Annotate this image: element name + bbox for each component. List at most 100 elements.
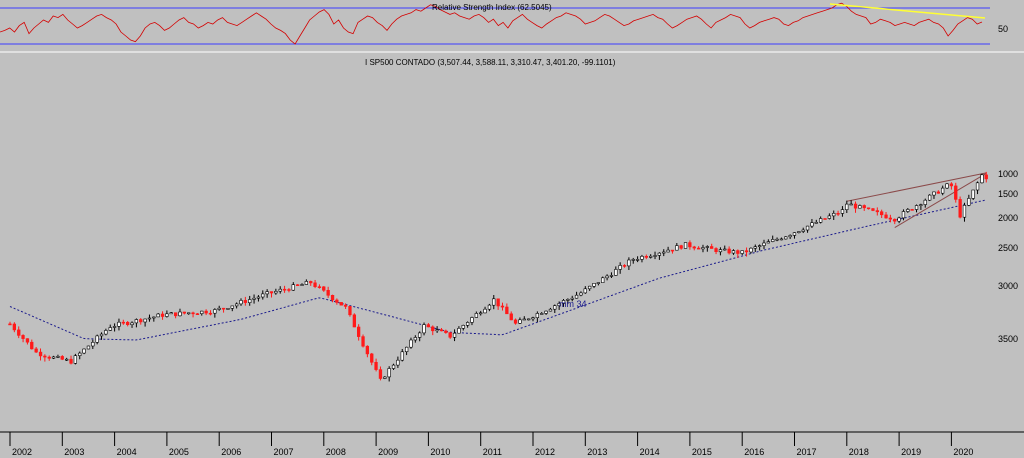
candle (731, 250, 736, 254)
candle (387, 368, 391, 378)
candle (840, 209, 845, 214)
candle (391, 364, 396, 369)
candle (897, 217, 901, 222)
candle (688, 242, 692, 248)
candle (879, 211, 884, 216)
candle (771, 239, 775, 242)
rsi-tick-label: 50 (998, 24, 1009, 34)
candle (330, 294, 335, 301)
candle (744, 250, 749, 253)
candle (526, 318, 531, 321)
candle (169, 312, 173, 315)
candle (174, 312, 178, 317)
y-tick-label: 2000 (998, 213, 1019, 224)
candle (714, 248, 718, 253)
candle (230, 305, 234, 309)
candle (631, 259, 635, 261)
candle (775, 238, 779, 241)
candle (34, 348, 38, 353)
x-tick-label: 2009 (378, 447, 399, 457)
candle (975, 182, 980, 191)
candle (561, 300, 566, 304)
candle (478, 312, 483, 315)
candle (348, 306, 352, 316)
candle (465, 322, 470, 326)
candle (675, 245, 679, 251)
candle (208, 312, 213, 315)
candle (248, 299, 252, 304)
candle (701, 247, 705, 250)
candle (601, 277, 605, 283)
candle (932, 191, 936, 196)
candle (374, 361, 378, 370)
candle (239, 300, 243, 305)
candle (814, 222, 818, 224)
candle (914, 205, 919, 210)
ma34-line (9, 199, 986, 341)
candle (980, 174, 984, 184)
candle (200, 310, 204, 315)
candle (753, 246, 757, 249)
candle (117, 321, 121, 327)
candle (627, 259, 631, 267)
candle (139, 319, 143, 323)
candle (609, 275, 614, 277)
candle (805, 225, 810, 231)
candle (949, 183, 954, 187)
candle (940, 187, 945, 194)
candle (910, 209, 914, 211)
candle (322, 286, 326, 291)
candle (644, 255, 649, 258)
candle (400, 351, 404, 361)
x-tick-label: 2004 (116, 447, 137, 457)
candle (945, 183, 949, 189)
candle (191, 312, 195, 315)
candle (291, 284, 295, 291)
candle (670, 249, 675, 252)
candle (269, 291, 274, 294)
candle (457, 327, 461, 334)
candle (967, 198, 971, 206)
rsi-label: Relative Strength Index (62.5045) (432, 3, 552, 12)
candle (426, 324, 431, 328)
candle (86, 345, 91, 350)
candle (51, 356, 56, 359)
candle (38, 351, 43, 357)
x-tick-label: 2003 (64, 447, 85, 457)
x-tick-label: 2019 (901, 447, 922, 457)
candle (509, 313, 513, 321)
candle (483, 308, 487, 314)
x-tick-label: 2007 (273, 447, 294, 457)
candle (282, 288, 287, 291)
x-tick-label: 2015 (691, 447, 712, 457)
ma-label: mm 34 (559, 299, 587, 309)
candle (365, 345, 370, 355)
candle (300, 284, 304, 286)
candle (827, 215, 832, 219)
candle (705, 246, 710, 248)
x-tick-label: 2010 (430, 447, 451, 457)
candle (849, 203, 853, 206)
candle (21, 335, 25, 339)
candle (648, 255, 653, 258)
candle (470, 317, 474, 323)
candle (862, 205, 866, 209)
candle (919, 204, 923, 206)
candle (422, 324, 426, 334)
candle (448, 332, 452, 338)
candle (165, 313, 169, 317)
candle (226, 308, 230, 310)
candle (461, 324, 465, 329)
x-tick-label: 2008 (325, 447, 346, 457)
candle (112, 326, 117, 328)
candle (587, 285, 592, 290)
candle (413, 337, 418, 341)
candle (396, 359, 400, 366)
x-tick-label: 2014 (639, 447, 660, 457)
candle (500, 305, 505, 308)
candle (801, 229, 805, 232)
x-tick-label: 2018 (848, 447, 869, 457)
candle (352, 314, 357, 328)
candle (853, 203, 858, 209)
